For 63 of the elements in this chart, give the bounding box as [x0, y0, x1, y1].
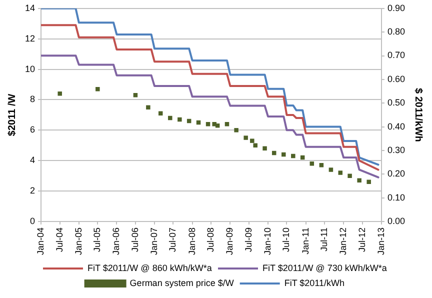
- x-tick-label: Jul-12: [356, 227, 367, 252]
- point: [319, 163, 324, 168]
- point: [58, 92, 62, 96]
- point: [282, 152, 286, 157]
- legend-label: German system price $/W: [130, 278, 234, 288]
- x-tick-label: Jan-06: [111, 227, 122, 256]
- y-tick-label: 0: [30, 216, 36, 226]
- y2-tick-label: 0.90: [387, 2, 406, 13]
- y2-tick-label: 0.60: [387, 74, 406, 84]
- x-tick-label: Jan-07: [148, 227, 159, 256]
- y2-tick-label: 0.50: [387, 98, 406, 108]
- y2-tick-label: 0.10: [387, 192, 406, 202]
- x-tick-label: Jan-13: [376, 227, 386, 256]
- legend-label: FiT $2011/kWh: [284, 278, 345, 288]
- point: [168, 116, 172, 120]
- point: [328, 168, 334, 172]
- point: [178, 117, 182, 122]
- x-tick-label: Jan-09: [224, 227, 235, 256]
- y-tick-label: 10: [24, 64, 36, 74]
- point: [146, 105, 150, 110]
- x-tick-label: Jul-07: [168, 227, 178, 252]
- point: [262, 146, 267, 151]
- y2-tick-label: 0.40: [387, 121, 406, 132]
- y2-axis-title: $ 2011/kWh: [412, 88, 424, 142]
- y-tick-label: 6: [30, 124, 36, 135]
- y2-tick-label: 0.80: [387, 26, 406, 37]
- y2-tick-label: 0.30: [387, 144, 406, 155]
- point: [133, 93, 138, 98]
- x-tick-label: Jul-06: [130, 227, 140, 252]
- x-tick-label: Jan-12: [338, 227, 348, 256]
- y-tick-label: 8: [30, 94, 36, 104]
- x-tick-label: Jul-08: [206, 227, 216, 252]
- y2-tick-label: 0.00: [387, 216, 406, 226]
- y-tick-label: 4: [30, 155, 36, 166]
- x-tick-label: Jul-04: [54, 227, 64, 252]
- point: [291, 154, 296, 158]
- y-tick-label: 14: [24, 2, 36, 13]
- point: [250, 138, 254, 143]
- y-tick-label: 2: [30, 186, 36, 196]
- y2-tick-label: 0.20: [387, 168, 406, 179]
- x-tick-label: Jan-04: [35, 227, 46, 256]
- point: [310, 162, 314, 166]
- point: [338, 170, 342, 175]
- legend-label: FiT $2011/W @ 730 kWh/kW*a: [262, 262, 387, 273]
- point: [244, 136, 248, 140]
- point: [96, 86, 100, 92]
- y-tick-label: 12: [24, 33, 36, 44]
- x-tick-label: Jul-05: [92, 227, 102, 252]
- x-tick-label: Jan-11: [300, 227, 310, 254]
- point: [234, 128, 238, 132]
- x-tick-label: Jul-09: [243, 227, 254, 252]
- x-tick-label: Jul-11: [319, 227, 330, 252]
- x-tick-label: Jan-08: [186, 227, 197, 256]
- point: [357, 178, 362, 183]
- point: [366, 180, 371, 184]
- point: [253, 143, 258, 148]
- legend-label: FiT $2011/W @ 860 kWh/kW*a: [87, 262, 212, 273]
- point: [348, 174, 352, 178]
- x-tick-label: Jul-10: [281, 227, 292, 252]
- y2-tick-label: 0.70: [387, 50, 406, 60]
- y-axis-title: $2011 /W: [6, 93, 18, 136]
- x-tick-label: Jan-05: [73, 227, 84, 256]
- x-tick-label: Jan-10: [262, 227, 272, 256]
